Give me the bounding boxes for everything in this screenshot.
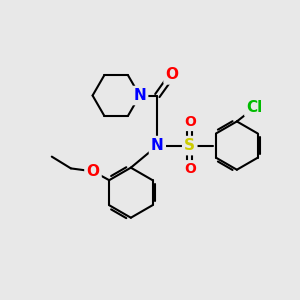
Text: N: N: [151, 138, 164, 153]
Text: N: N: [133, 88, 146, 103]
Text: O: O: [184, 115, 196, 129]
Text: S: S: [184, 138, 195, 153]
Text: O: O: [166, 68, 178, 82]
Text: O: O: [86, 164, 100, 179]
Text: O: O: [184, 162, 196, 176]
Text: Cl: Cl: [246, 100, 263, 115]
